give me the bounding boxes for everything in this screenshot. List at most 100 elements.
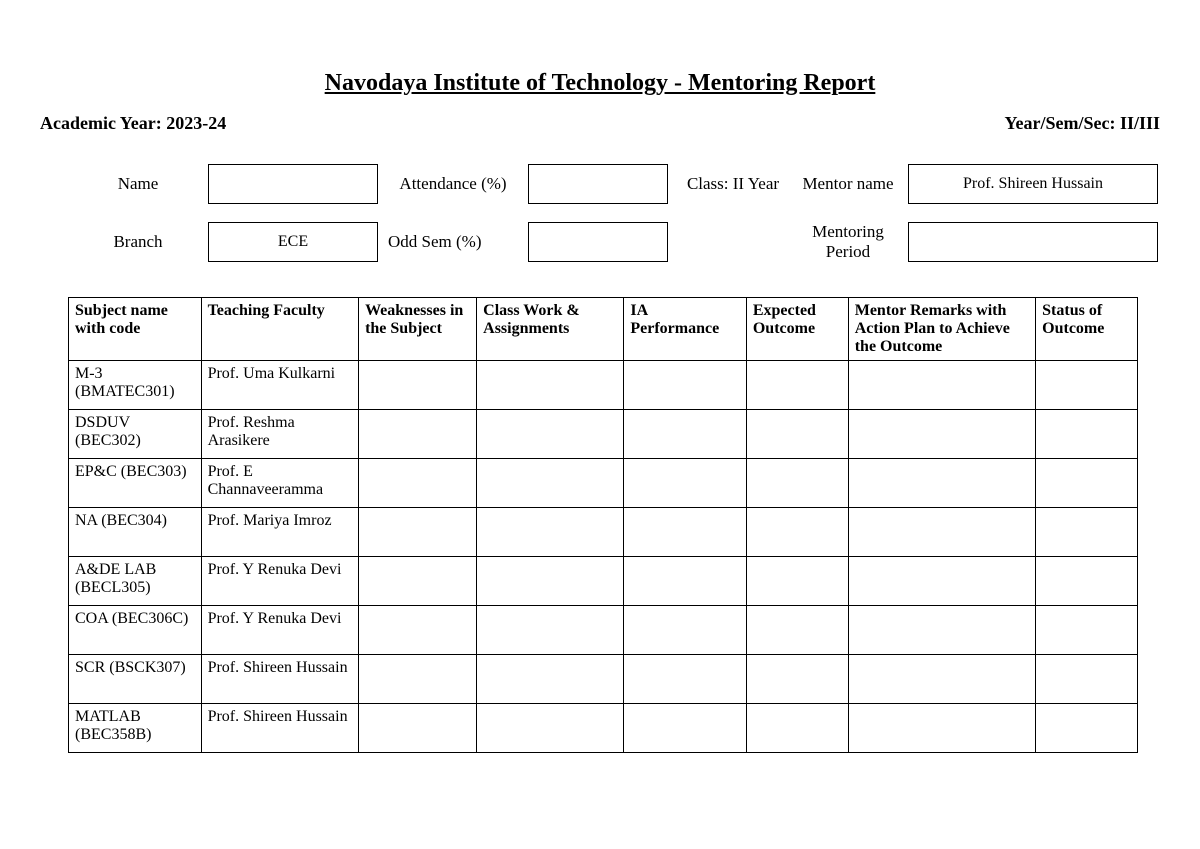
- attendance-field[interactable]: [528, 164, 668, 204]
- odd-sem-label: Odd Sem (%): [388, 232, 518, 252]
- cell-subject: A&DE LAB (BECL305): [69, 557, 202, 606]
- cell-status: [1036, 655, 1138, 704]
- cell-faculty: Prof. Mariya Imroz: [201, 508, 358, 557]
- cell-expected: [746, 508, 848, 557]
- col-header-subject: Subject name with code: [69, 298, 202, 361]
- col-header-weaknesses: Weaknesses in the Subject: [359, 298, 477, 361]
- cell-ia: [624, 704, 747, 753]
- cell-subject: M-3 (BMATEC301): [69, 361, 202, 410]
- cell-status: [1036, 361, 1138, 410]
- cell-expected: [746, 459, 848, 508]
- branch-label: Branch: [78, 232, 198, 252]
- cell-remarks: [848, 557, 1035, 606]
- cell-weaknesses: [359, 655, 477, 704]
- cell-subject: SCR (BSCK307): [69, 655, 202, 704]
- subject-table: Subject name with code Teaching Faculty …: [68, 297, 1138, 753]
- cell-faculty: Prof. Y Renuka Devi: [201, 606, 358, 655]
- academic-year-label: Academic Year: 2023-24: [40, 113, 226, 134]
- cell-classwork: [477, 606, 624, 655]
- cell-ia: [624, 508, 747, 557]
- year-sem-sec-label: Year/Sem/Sec: II/III: [1005, 113, 1161, 134]
- col-header-classwork: Class Work & Assignments: [477, 298, 624, 361]
- cell-ia: [624, 459, 747, 508]
- mentoring-period-field[interactable]: [908, 222, 1158, 262]
- cell-remarks: [848, 459, 1035, 508]
- name-field[interactable]: [208, 164, 378, 204]
- col-header-ia: IA Performance: [624, 298, 747, 361]
- cell-status: [1036, 704, 1138, 753]
- cell-subject: DSDUV (BEC302): [69, 410, 202, 459]
- cell-status: [1036, 508, 1138, 557]
- mentor-name-label: Mentor name: [798, 174, 898, 194]
- col-header-status: Status of Outcome: [1036, 298, 1138, 361]
- mentor-name-field[interactable]: Prof. Shireen Hussain: [908, 164, 1158, 204]
- branch-field[interactable]: ECE: [208, 222, 378, 262]
- cell-remarks: [848, 704, 1035, 753]
- cell-weaknesses: [359, 557, 477, 606]
- cell-remarks: [848, 508, 1035, 557]
- col-header-faculty: Teaching Faculty: [201, 298, 358, 361]
- cell-expected: [746, 704, 848, 753]
- cell-weaknesses: [359, 459, 477, 508]
- cell-remarks: [848, 361, 1035, 410]
- cell-ia: [624, 606, 747, 655]
- cell-weaknesses: [359, 606, 477, 655]
- cell-classwork: [477, 704, 624, 753]
- col-header-expected: Expected Outcome: [746, 298, 848, 361]
- cell-status: [1036, 557, 1138, 606]
- cell-weaknesses: [359, 361, 477, 410]
- table-row: MATLAB (BEC358B)Prof. Shireen Hussain: [69, 704, 1138, 753]
- cell-weaknesses: [359, 704, 477, 753]
- cell-remarks: [848, 606, 1035, 655]
- table-row: EP&C (BEC303)Prof. E Channaveeramma: [69, 459, 1138, 508]
- cell-remarks: [848, 655, 1035, 704]
- cell-faculty: Prof. Shireen Hussain: [201, 655, 358, 704]
- cell-faculty: Prof. Reshma Arasikere: [201, 410, 358, 459]
- cell-ia: [624, 557, 747, 606]
- cell-status: [1036, 606, 1138, 655]
- cell-subject: MATLAB (BEC358B): [69, 704, 202, 753]
- table-row: A&DE LAB (BECL305)Prof. Y Renuka Devi: [69, 557, 1138, 606]
- attendance-label: Attendance (%): [388, 174, 518, 194]
- cell-weaknesses: [359, 410, 477, 459]
- info-grid: Name Attendance (%) Class: II Year Mento…: [78, 164, 1160, 262]
- cell-classwork: [477, 655, 624, 704]
- table-row: DSDUV (BEC302)Prof. Reshma Arasikere: [69, 410, 1138, 459]
- cell-faculty: Prof. Uma Kulkarni: [201, 361, 358, 410]
- name-label: Name: [78, 174, 198, 194]
- cell-expected: [746, 557, 848, 606]
- cell-expected: [746, 361, 848, 410]
- cell-expected: [746, 655, 848, 704]
- header-bar: Academic Year: 2023-24 Year/Sem/Sec: II/…: [40, 113, 1160, 134]
- table-row: SCR (BSCK307)Prof. Shireen Hussain: [69, 655, 1138, 704]
- cell-ia: [624, 410, 747, 459]
- cell-weaknesses: [359, 508, 477, 557]
- cell-faculty: Prof. Shireen Hussain: [201, 704, 358, 753]
- table-row: COA (BEC306C)Prof. Y Renuka Devi: [69, 606, 1138, 655]
- cell-faculty: Prof. Y Renuka Devi: [201, 557, 358, 606]
- table-row: NA (BEC304)Prof. Mariya Imroz: [69, 508, 1138, 557]
- mentoring-period-label: Mentoring Period: [798, 222, 898, 262]
- cell-status: [1036, 459, 1138, 508]
- cell-subject: EP&C (BEC303): [69, 459, 202, 508]
- cell-expected: [746, 410, 848, 459]
- cell-ia: [624, 361, 747, 410]
- odd-sem-field[interactable]: [528, 222, 668, 262]
- cell-status: [1036, 410, 1138, 459]
- cell-classwork: [477, 508, 624, 557]
- cell-ia: [624, 655, 747, 704]
- cell-classwork: [477, 459, 624, 508]
- page-title: Navodaya Institute of Technology - Mento…: [40, 70, 1160, 97]
- table-header-row: Subject name with code Teaching Faculty …: [69, 298, 1138, 361]
- cell-classwork: [477, 410, 624, 459]
- cell-remarks: [848, 410, 1035, 459]
- table-row: M-3 (BMATEC301)Prof. Uma Kulkarni: [69, 361, 1138, 410]
- cell-classwork: [477, 557, 624, 606]
- cell-expected: [746, 606, 848, 655]
- cell-faculty: Prof. E Channaveeramma: [201, 459, 358, 508]
- col-header-remarks: Mentor Remarks with Action Plan to Achie…: [848, 298, 1035, 361]
- cell-subject: COA (BEC306C): [69, 606, 202, 655]
- cell-classwork: [477, 361, 624, 410]
- class-label: Class: II Year: [678, 174, 788, 194]
- cell-subject: NA (BEC304): [69, 508, 202, 557]
